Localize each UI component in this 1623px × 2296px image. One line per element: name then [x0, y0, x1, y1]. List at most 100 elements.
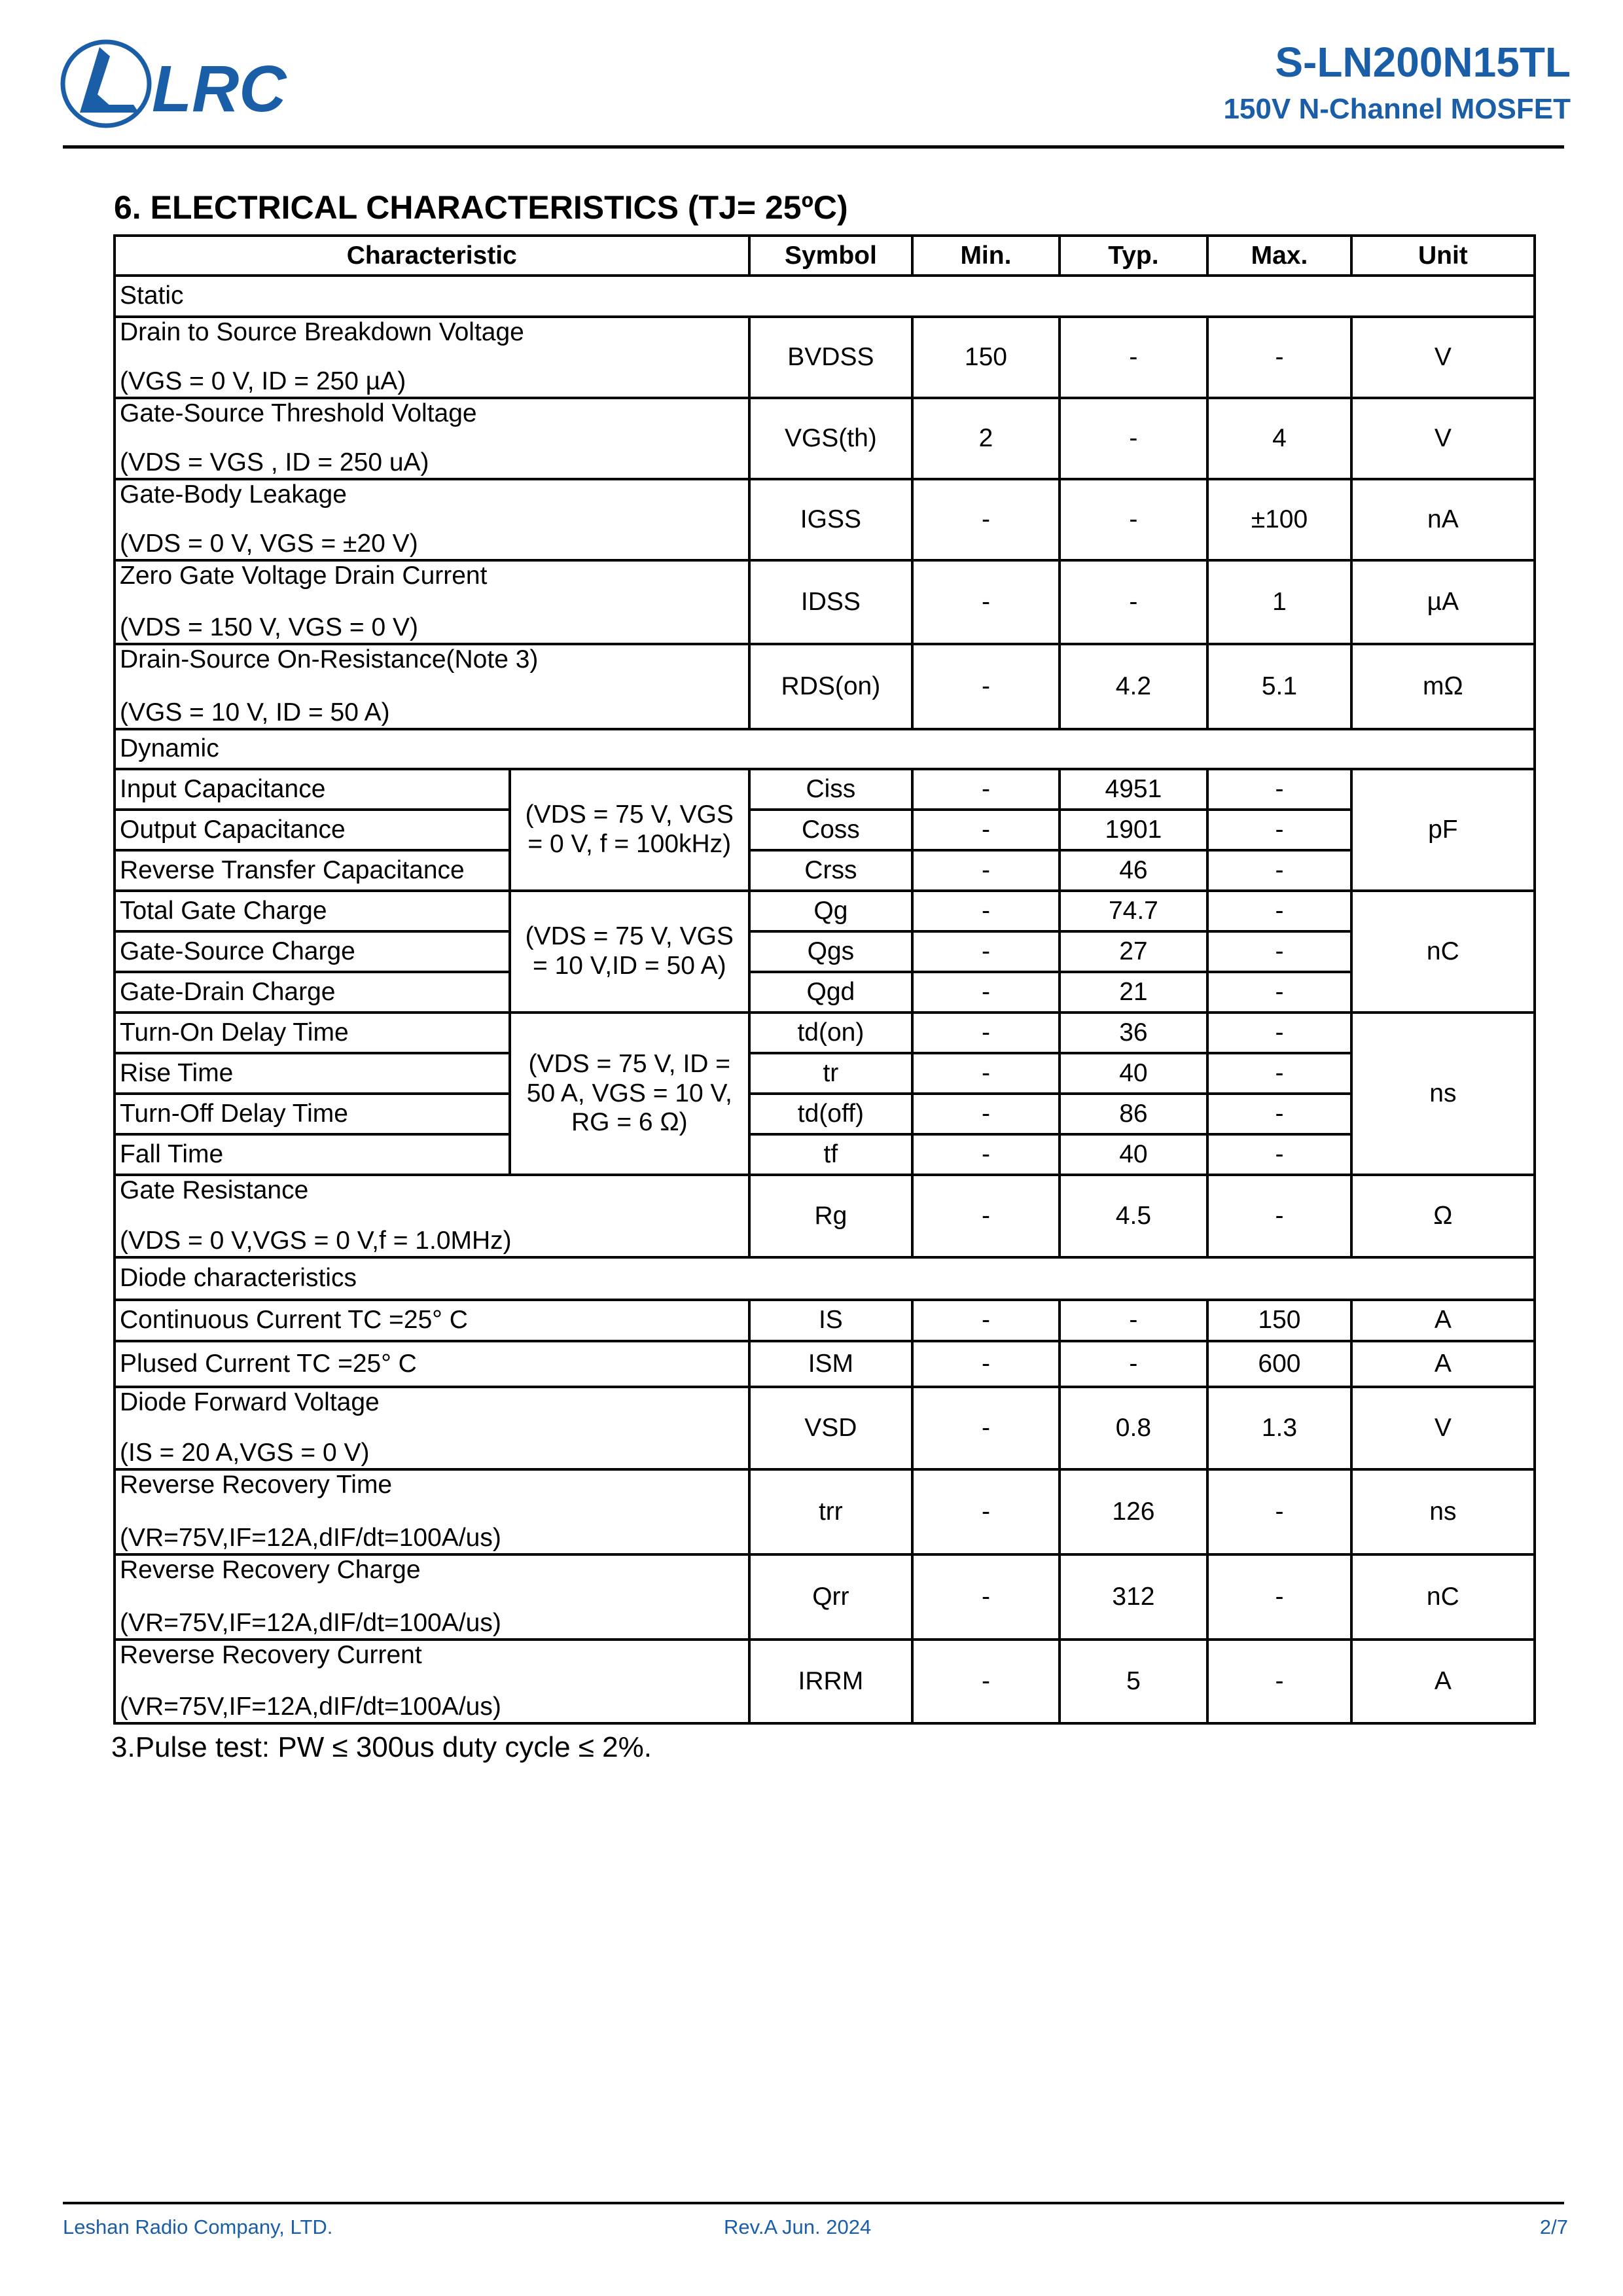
characteristic-cell: Zero Gate Voltage Drain Current (VDS = 15… — [113, 559, 751, 645]
symbol-cell: trr — [747, 1468, 914, 1556]
min-cell: 150 — [911, 315, 1061, 399]
test-condition: (VDS = 75 V, ID = 50 A, VGS = 10 V, RG =… — [508, 1011, 751, 1176]
max-cell: - — [1206, 930, 1353, 973]
characteristic-name: Reverse Recovery Time — [120, 1471, 393, 1499]
max-cell: 150 — [1206, 1299, 1353, 1342]
table-row: Reverse Transfer Capacitance Crss -46- — [113, 849, 1535, 892]
table-row: Output Capacitance Coss -1901- — [113, 808, 1535, 852]
table-row: Fall Time tf -40- — [113, 1133, 1535, 1176]
typ-cell: - — [1058, 1299, 1209, 1342]
header-symbol: Symbol — [747, 234, 914, 277]
characteristic-text: Diode Forward Voltage (IS = 20 A,VGS = 0 … — [120, 1388, 744, 1468]
table-row: Gate-Body Leakage (VDS = 0 V, VGS = ±20 V… — [113, 478, 1537, 562]
symbol-cell: tr — [747, 1052, 914, 1095]
characteristic-name: Diode Forward Voltage — [120, 1388, 380, 1416]
test-condition: (VGS = 10 V, ID = 50 A) — [120, 698, 390, 727]
test-condition: (VDS = 150 V, VGS = 0 V) — [120, 613, 418, 642]
section-row: Diode characteristics — [113, 1256, 1536, 1301]
characteristic-cell: Diode Forward Voltage (IS = 20 A,VGS = 0 … — [113, 1386, 751, 1471]
max-cell: 5.1 — [1206, 643, 1353, 730]
typ-cell: - — [1058, 397, 1209, 480]
characteristic-name: Gate-Drain Charge — [113, 971, 512, 1014]
table-row: Drain-Source On-Resistance(Note 3) (VGS =… — [113, 643, 1537, 730]
unit-cell: ns — [1349, 1468, 1537, 1556]
typ-cell: 40 — [1058, 1052, 1209, 1095]
symbol-cell: Crss — [747, 849, 914, 892]
typ-cell: 312 — [1058, 1553, 1209, 1641]
characteristic-name: Zero Gate Voltage Drain Current — [120, 562, 488, 590]
test-condition: (VR=75V,IF=12A,dIF/dt=100A/us) — [120, 1609, 501, 1638]
characteristic-cell: Drain-Source On-Resistance(Note 3) (VGS =… — [113, 643, 751, 730]
min-cell: - — [911, 768, 1061, 811]
symbol-cell: IDSS — [747, 559, 914, 645]
test-condition: (VR=75V,IF=12A,dIF/dt=100A/us) — [120, 1524, 501, 1552]
characteristic-name: Total Gate Charge — [113, 889, 512, 933]
symbol-cell: RDS(on) — [747, 643, 914, 730]
footer-page: 2/7 — [1539, 2215, 1568, 2238]
min-cell: - — [911, 930, 1061, 973]
characteristic-name: Drain-Source On-Resistance(Note 3) — [120, 645, 539, 673]
symbol-cell: Qgd — [747, 971, 914, 1014]
section-title: 6. ELECTRICAL CHARACTERISTICS (TJ= 25ºC) — [114, 189, 848, 226]
test-condition: (VDS = 75 V, VGS = 10 V,ID = 50 A) — [508, 889, 751, 1014]
header-unit: Unit — [1349, 234, 1537, 277]
header-characteristic: Characteristic — [113, 234, 751, 277]
max-cell: - — [1206, 971, 1353, 1014]
characteristic-name: Output Capacitance — [113, 808, 512, 852]
section-label: Dynamic — [113, 728, 1536, 770]
table-row: Reverse Recovery Time (VR=75V,IF=12A,dIF/… — [113, 1468, 1537, 1556]
footnote: 3.Pulse test: PW ≤ 300us duty cycle ≤ 2%… — [111, 1731, 652, 1763]
max-cell: - — [1206, 1553, 1353, 1641]
typ-cell: 126 — [1058, 1468, 1209, 1556]
max-cell: - — [1206, 1092, 1353, 1136]
unit-cell: nA — [1349, 478, 1537, 562]
unit-cell: V — [1349, 315, 1537, 399]
part-number: S-LN200N15TL — [1275, 39, 1571, 86]
symbol-cell: tf — [747, 1133, 914, 1176]
min-cell: - — [911, 1092, 1061, 1136]
header-min: Min. — [911, 234, 1061, 277]
symbol-cell: Rg — [747, 1174, 914, 1259]
unit-cell: Ω — [1349, 1174, 1537, 1259]
section-row: Dynamic — [113, 728, 1536, 770]
table-header-row: Characteristic Symbol Min. Typ. Max. Uni… — [113, 234, 1537, 277]
typ-cell: 46 — [1058, 849, 1209, 892]
typ-cell: - — [1058, 478, 1209, 562]
typ-cell: 5 — [1058, 1638, 1209, 1725]
typ-cell: 86 — [1058, 1092, 1209, 1136]
unit-cell: A — [1349, 1340, 1537, 1388]
logo-text: LRC — [152, 52, 287, 126]
max-cell: - — [1206, 315, 1353, 399]
typ-cell: 36 — [1058, 1011, 1209, 1054]
unit-cell: µA — [1349, 559, 1537, 645]
min-cell: - — [911, 1553, 1061, 1641]
characteristic-name: Plused Current TC =25° C — [113, 1340, 751, 1388]
min-cell: - — [911, 643, 1061, 730]
max-cell: 1.3 — [1206, 1386, 1353, 1471]
max-cell: - — [1206, 1468, 1353, 1556]
section-row: Static — [113, 274, 1536, 318]
min-cell: - — [911, 1299, 1061, 1342]
characteristic-name: Fall Time — [113, 1133, 512, 1176]
typ-cell: 27 — [1058, 930, 1209, 973]
table-row: Input Capacitance (VDS = 75 V, VGS = 0 V,… — [113, 768, 1537, 892]
unit-cell: nC — [1349, 889, 1537, 1014]
unit-cell: mΩ — [1349, 643, 1537, 730]
characteristic-text: Gate Resistance (VDS = 0 V,VGS = 0 V,f = … — [120, 1176, 744, 1256]
characteristic-text: Gate-Body Leakage (VDS = 0 V, VGS = ±20 V… — [120, 480, 744, 559]
symbol-cell: IRRM — [747, 1638, 914, 1725]
table-row: Zero Gate Voltage Drain Current (VDS = 15… — [113, 559, 1537, 645]
characteristic-name: Reverse Recovery Charge — [120, 1556, 421, 1584]
max-cell: - — [1206, 1052, 1353, 1095]
typ-cell: - — [1058, 315, 1209, 399]
min-cell: 2 — [911, 397, 1061, 480]
characteristic-name: Gate Resistance — [120, 1176, 309, 1204]
characteristic-text: Gate-Source Threshold Voltage (VDS = VGS … — [120, 399, 744, 478]
min-cell: - — [911, 1386, 1061, 1471]
min-cell: - — [911, 1133, 1061, 1176]
symbol-cell: VGS(th) — [747, 397, 914, 480]
typ-cell: 4.5 — [1058, 1174, 1209, 1259]
typ-cell: 21 — [1058, 971, 1209, 1014]
header-divider — [63, 145, 1564, 149]
characteristic-name: Reverse Transfer Capacitance — [113, 849, 512, 892]
